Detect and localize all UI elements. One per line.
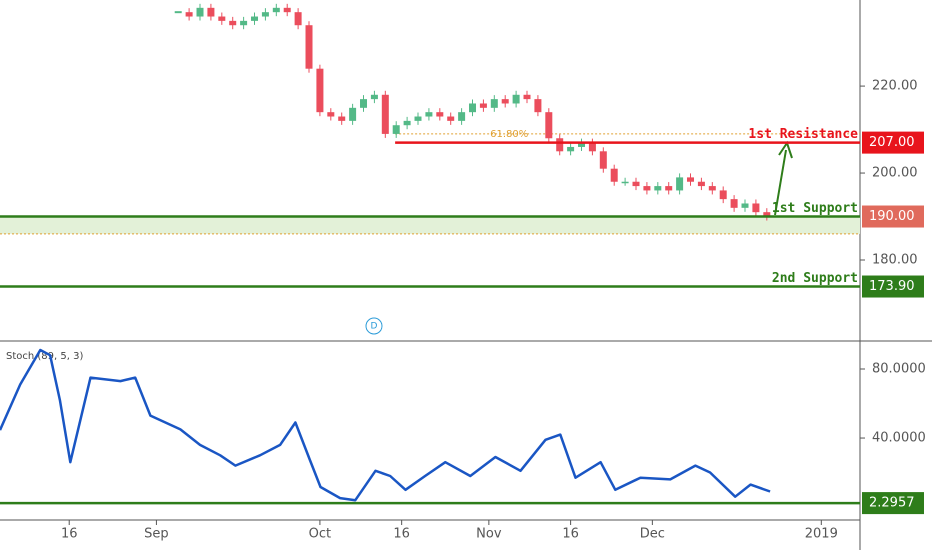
level-box	[862, 275, 924, 298]
y-tick-label: 40.0000	[872, 431, 926, 446]
candle	[687, 177, 695, 182]
candle	[251, 16, 259, 21]
fib-label: 61.80%	[490, 129, 528, 140]
candle	[545, 112, 553, 139]
candle	[294, 12, 302, 26]
candle	[185, 12, 193, 17]
level-box	[862, 492, 924, 515]
candle	[403, 120, 411, 126]
x-tick-label: Nov	[476, 527, 502, 542]
candle	[730, 199, 738, 208]
x-tick-label: 16	[562, 527, 579, 542]
candle	[676, 177, 684, 191]
candle	[719, 190, 727, 200]
y-tick-label: 80.0000	[872, 362, 926, 377]
interval-label: D	[371, 322, 378, 332]
candle	[567, 146, 575, 152]
level-value: 190.00	[869, 209, 915, 224]
level-box	[862, 131, 924, 154]
x-tick-label: Sep	[144, 527, 169, 542]
candle	[261, 12, 269, 17]
candle	[447, 116, 455, 121]
candle	[501, 99, 509, 104]
y-tick-label: 220.00	[872, 79, 918, 94]
candle	[556, 138, 564, 152]
x-tick-label: Dec	[640, 527, 665, 542]
candle	[469, 103, 477, 113]
y-tick-label: 180.00	[872, 253, 918, 268]
candle	[654, 186, 662, 191]
candle	[196, 7, 204, 17]
candle	[229, 20, 237, 26]
candle	[643, 186, 651, 191]
candle	[490, 99, 498, 108]
candle	[360, 99, 368, 108]
level-name: 1st Resistance	[748, 127, 858, 142]
candle	[534, 99, 542, 113]
candle	[523, 94, 531, 100]
candle	[588, 142, 596, 152]
candle	[316, 68, 324, 113]
pane-title: Stoch (89, 5, 3)	[6, 351, 83, 362]
candle	[207, 7, 215, 17]
level-value: 173.90	[869, 279, 915, 294]
candle	[458, 112, 466, 121]
candle	[741, 203, 749, 208]
candle	[240, 20, 248, 26]
candle	[436, 112, 444, 117]
candle	[665, 186, 673, 191]
candle	[218, 16, 226, 21]
x-tick-label: 2019	[805, 527, 838, 542]
candle	[512, 94, 520, 104]
x-tick-label: Oct	[309, 527, 331, 542]
support-zone	[0, 216, 860, 234]
x-tick-label: 16	[393, 527, 410, 542]
arrow	[774, 149, 787, 216]
candle	[599, 151, 607, 169]
interval-marker	[365, 317, 383, 335]
level-box	[862, 205, 924, 228]
candle	[578, 142, 586, 147]
level-value: 207.00	[869, 135, 915, 150]
candle	[283, 7, 291, 13]
candle	[381, 94, 389, 134]
candle	[349, 107, 357, 121]
candle	[272, 7, 280, 13]
x-tick-label: 16	[61, 527, 78, 542]
candle	[632, 181, 640, 187]
candle	[708, 186, 716, 191]
stoch-line	[0, 348, 771, 502]
candle	[327, 112, 335, 117]
candle	[621, 181, 629, 184]
candle	[414, 116, 422, 121]
level-name: 2nd Support	[772, 271, 858, 286]
candle	[479, 103, 487, 108]
level-name: 1st Support	[772, 201, 858, 216]
candle	[370, 94, 378, 100]
candle	[425, 112, 433, 117]
candle	[610, 168, 618, 182]
candle	[338, 116, 346, 121]
level-value: 2.2957	[869, 496, 915, 511]
candle	[763, 212, 771, 217]
candle	[392, 125, 400, 134]
candle	[752, 203, 760, 213]
candle	[697, 181, 705, 187]
y-tick-label: 200.00	[872, 166, 918, 181]
candle	[305, 25, 313, 69]
